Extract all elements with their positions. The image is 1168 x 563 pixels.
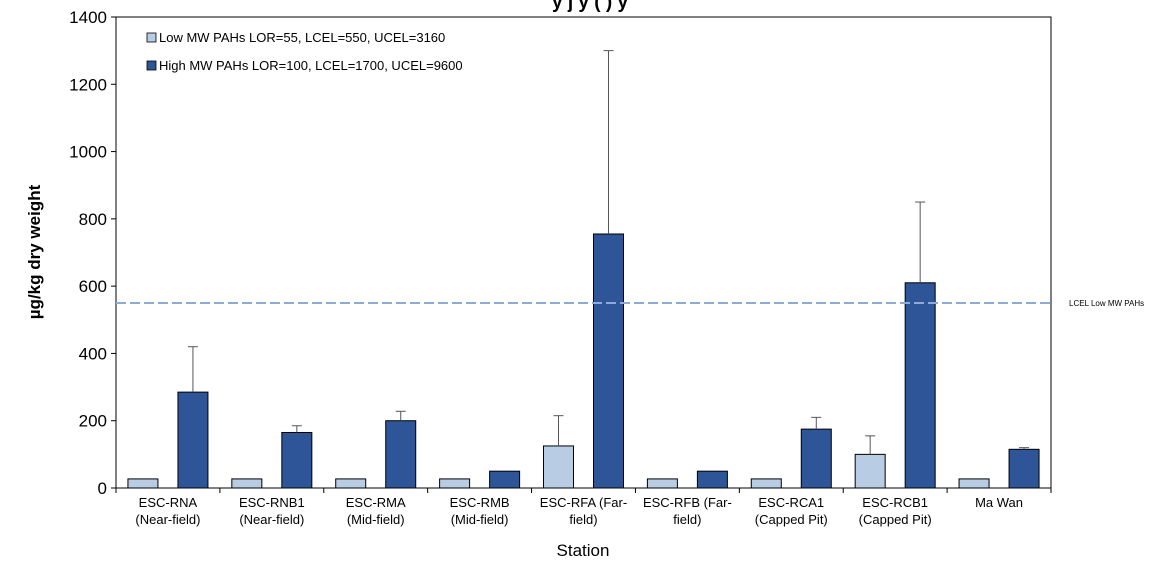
bar-high-mw: [696, 470, 728, 489]
bar-low-mw: [127, 478, 159, 489]
x-tick-label: Ma Wan: [975, 495, 1023, 510]
x-tick-label: field): [569, 512, 597, 527]
y-tick-label: 400: [79, 344, 107, 363]
error-bars: [187, 50, 1030, 455]
x-tick-label: ESC-RMA: [346, 495, 406, 510]
chart-title: y j y ( ) y: [552, 0, 628, 13]
bar-high-mw: [800, 428, 832, 489]
legend-swatch: [146, 60, 157, 71]
y-tick-label: 0: [98, 479, 107, 498]
x-tick-label: ESC-RNB1: [239, 495, 305, 510]
bar-high-mw: [177, 391, 209, 489]
x-axis-label: Station: [557, 541, 610, 560]
bar-high-mw: [593, 233, 624, 489]
x-axis: ESC-RNA (Near-field) ESC-RNB1 (Near-field) E…: [115, 488, 1052, 527]
y-tick-label: 800: [79, 210, 107, 229]
plot-area: [115, 16, 1052, 489]
legend-label: High MW PAHs LOR=100, LCEL=1700, UCEL=96…: [159, 58, 463, 73]
x-tick-label: (Capped Pit): [859, 512, 932, 527]
bar-low-mw: [646, 478, 678, 489]
x-tick-label: ESC-RFA (Far-: [540, 495, 627, 510]
legend: Low MW PAHs LOR=55, LCEL=550, UCEL=3160 H…: [146, 30, 463, 73]
bar-low-mw: [958, 478, 990, 489]
x-tick-label: (Capped Pit): [755, 512, 828, 527]
x-tick-label: (Near-field): [239, 512, 304, 527]
bar-high-mw: [1008, 448, 1040, 489]
y-tick-label: 1200: [69, 75, 107, 94]
bar-high-mw: [489, 470, 521, 489]
bar-low-mw: [439, 478, 471, 489]
bar-low-mw: [335, 478, 367, 489]
x-tick-label: ESC-RMB: [450, 495, 510, 510]
x-tick-label: ESC-RFB (Far-: [643, 495, 732, 510]
reference-line-group: LCEL Low MW PAHs: [116, 299, 1144, 308]
bar-high-mw: [385, 420, 417, 489]
x-tick-label: field): [673, 512, 701, 527]
y-axis-label: µg/kg dry weight: [25, 184, 44, 319]
x-tick-label: (Mid-field): [347, 512, 405, 527]
plot-border: [115, 16, 1052, 489]
y-tick-label: 200: [79, 412, 107, 431]
x-tick-label: ESC-RCB1: [862, 495, 928, 510]
legend-swatch: [146, 32, 157, 43]
y-tick-label: 600: [79, 277, 107, 296]
bars: [127, 233, 1040, 489]
x-tick-label: ESC-RNA: [139, 495, 198, 510]
bar-low-mw: [750, 478, 782, 489]
bar-high-mw: [281, 431, 313, 489]
bar-low-mw: [543, 445, 574, 489]
bar-high-mw: [904, 282, 936, 489]
legend-label: Low MW PAHs LOR=55, LCEL=550, UCEL=3160: [159, 30, 445, 45]
y-tick-label: 1000: [69, 143, 107, 162]
y-axis: 0 200 400 600 800 1000 1200 1400: [69, 8, 116, 498]
x-tick-label: ESC-RCA1: [758, 495, 824, 510]
x-tick-label: (Near-field): [135, 512, 200, 527]
bar-low-mw: [231, 478, 263, 489]
x-tick-label: (Mid-field): [451, 512, 509, 527]
y-tick-label: 1400: [69, 8, 107, 27]
bar-low-mw: [854, 453, 886, 489]
reference-line-label: LCEL Low MW PAHs: [1069, 299, 1144, 308]
